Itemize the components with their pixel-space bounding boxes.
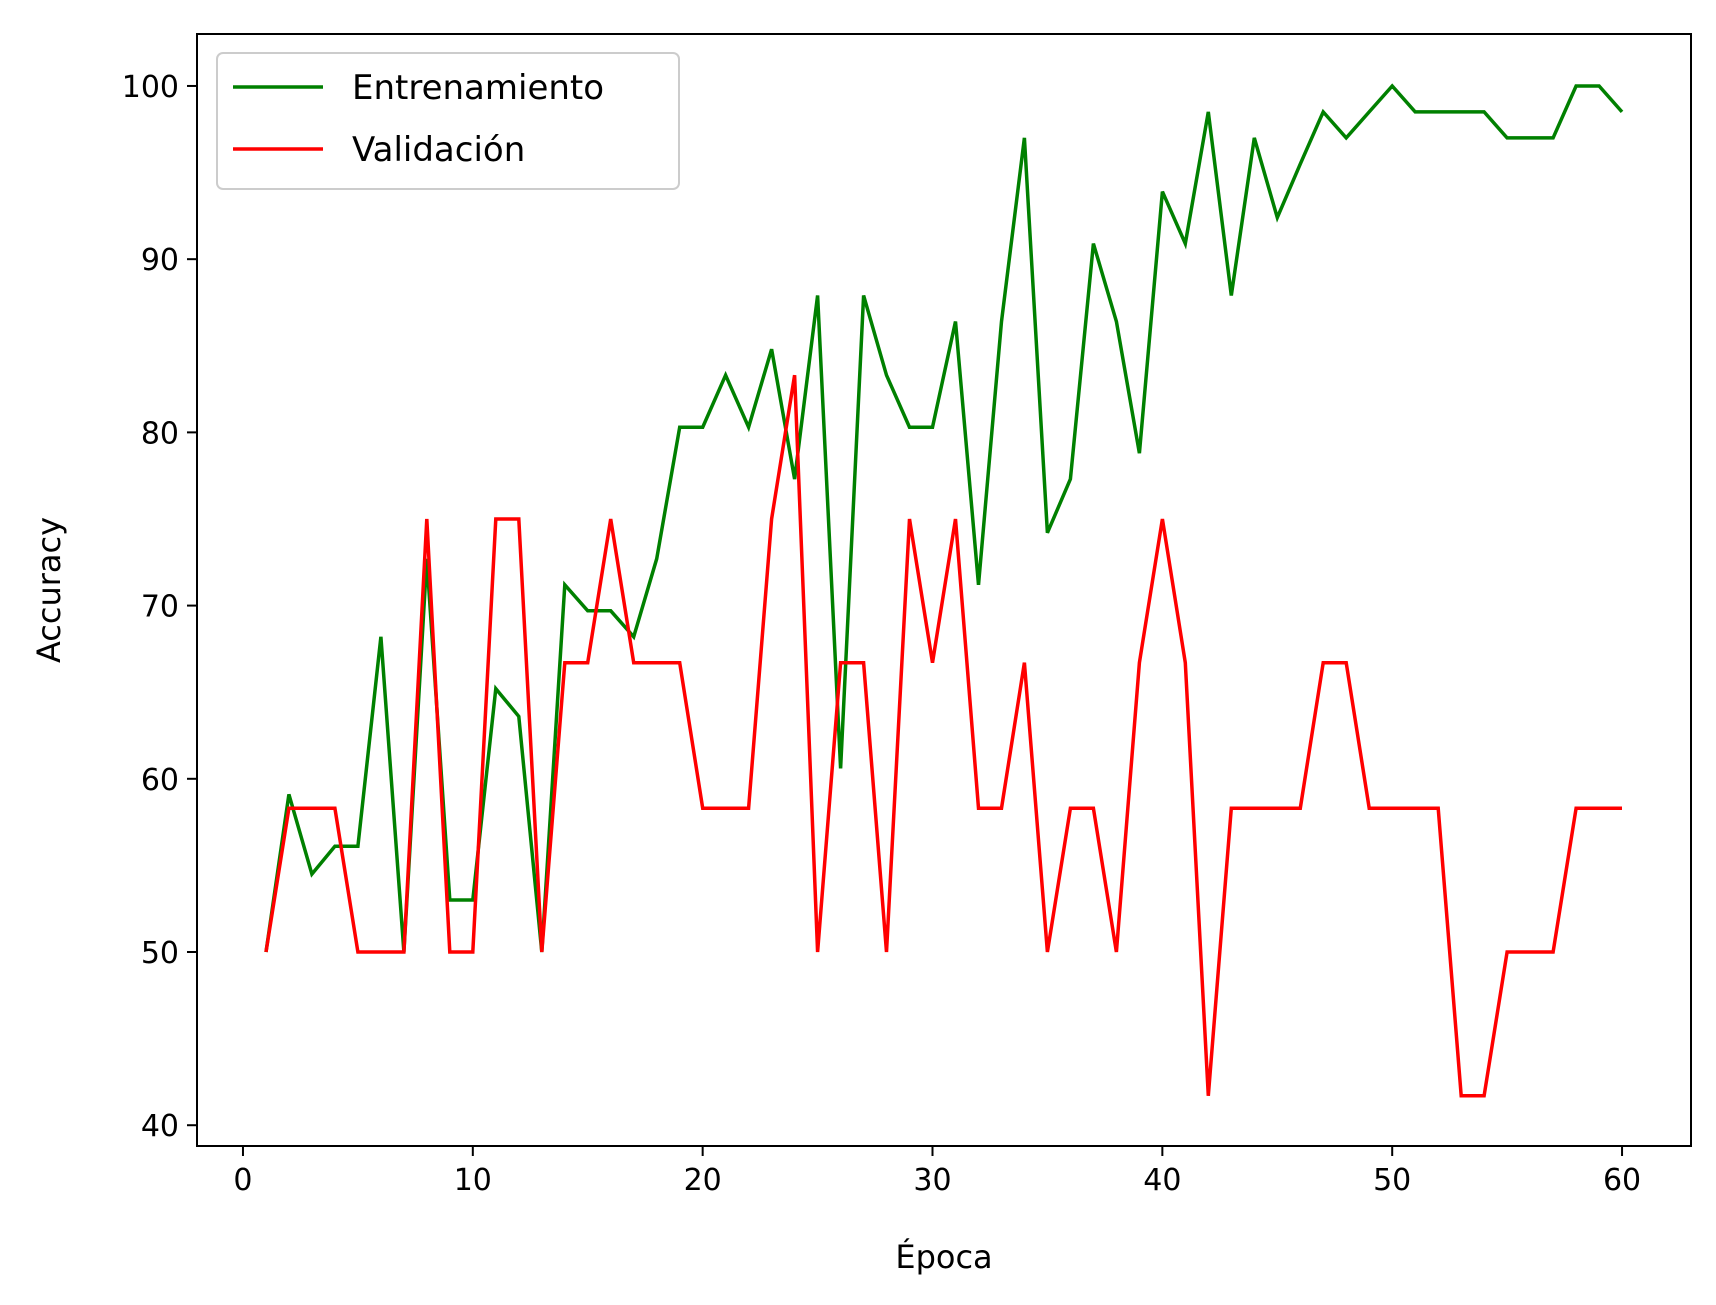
legend-box bbox=[216, 52, 680, 190]
legend-label-validacion: Validación bbox=[352, 130, 525, 170]
x-tick-label: 50 bbox=[1373, 1163, 1411, 1198]
y-tick-label: 60 bbox=[141, 763, 179, 798]
x-tick-label: 60 bbox=[1603, 1163, 1641, 1198]
legend: Entrenamiento Validación bbox=[216, 52, 680, 190]
y-axis: 40 50 60 70 80 90 100 bbox=[122, 70, 197, 1144]
plot-frame bbox=[196, 33, 1692, 1147]
plot-lines bbox=[264, 83, 1624, 1098]
legend-label-entrenamiento: Entrenamiento bbox=[352, 68, 604, 108]
y-tick-label: 70 bbox=[141, 590, 179, 625]
y-tick-label: 80 bbox=[141, 416, 179, 451]
y-tick-label: 90 bbox=[141, 243, 179, 278]
x-tick-label: 40 bbox=[1143, 1163, 1181, 1198]
x-axis-label: Época bbox=[895, 1238, 992, 1276]
y-tick-label: 100 bbox=[122, 70, 179, 105]
series-line-entrenamiento bbox=[264, 83, 1624, 953]
x-tick-label: 20 bbox=[684, 1163, 722, 1198]
y-tick-label: 40 bbox=[141, 1109, 179, 1144]
y-tick-label: 50 bbox=[141, 936, 179, 971]
series-line-validacion bbox=[264, 374, 1622, 1098]
x-axis: 0 10 20 30 40 50 60 bbox=[233, 1146, 1641, 1198]
x-tick-label: 0 bbox=[233, 1163, 252, 1198]
x-tick-label: 30 bbox=[913, 1163, 951, 1198]
y-axis-label: Accuracy bbox=[30, 517, 68, 663]
x-tick-label: 10 bbox=[454, 1163, 492, 1198]
